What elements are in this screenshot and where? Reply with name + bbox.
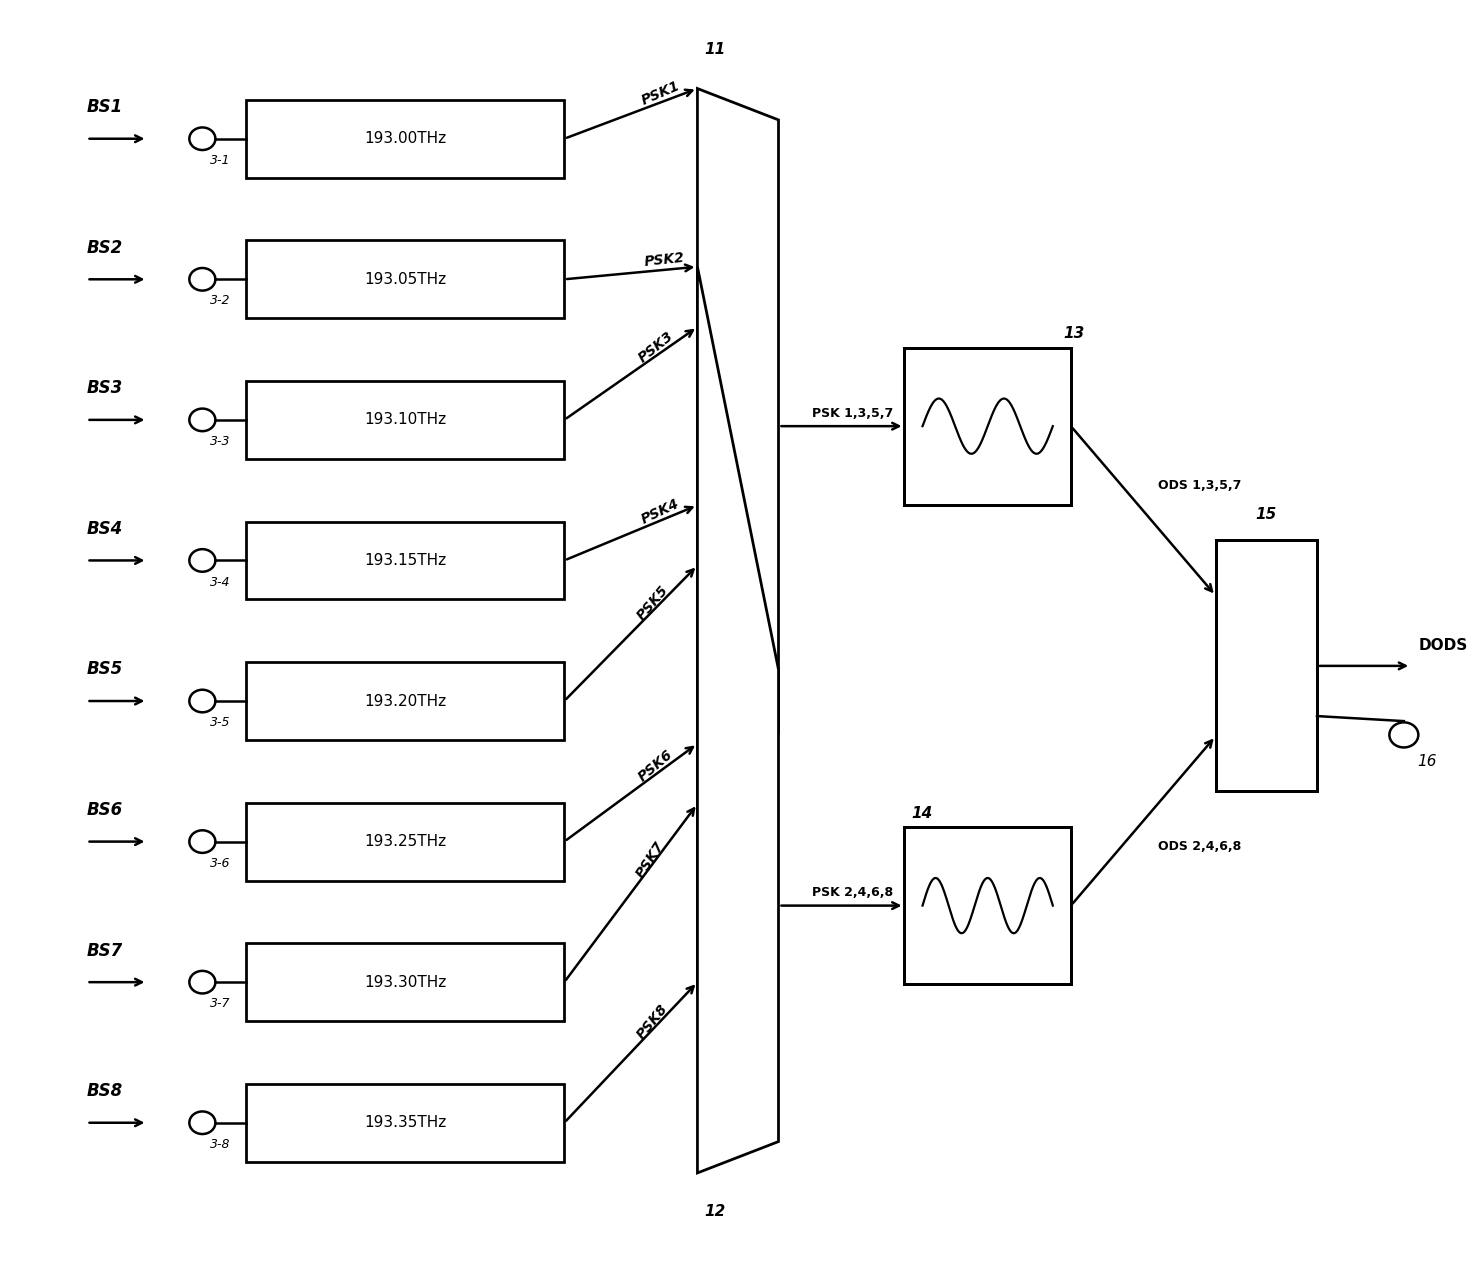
Text: 11: 11 bbox=[704, 42, 726, 57]
Bar bbox=[1215, 541, 1317, 792]
Text: 193.30THz: 193.30THz bbox=[365, 975, 446, 990]
Text: PSK2: PSK2 bbox=[643, 250, 685, 269]
Bar bbox=[246, 381, 565, 459]
Text: 193.20THz: 193.20THz bbox=[365, 694, 446, 708]
Text: 193.15THz: 193.15THz bbox=[365, 553, 446, 569]
Text: PSK3: PSK3 bbox=[636, 329, 676, 365]
Text: 3-4: 3-4 bbox=[209, 576, 230, 589]
Text: 3-3: 3-3 bbox=[209, 435, 230, 448]
Text: 193.25THz: 193.25THz bbox=[365, 834, 446, 849]
Bar bbox=[904, 348, 1071, 505]
Bar bbox=[246, 522, 565, 599]
Text: 3-1: 3-1 bbox=[209, 154, 230, 166]
Text: 3-7: 3-7 bbox=[209, 997, 230, 1010]
Text: 3-2: 3-2 bbox=[209, 294, 230, 307]
Text: 15: 15 bbox=[1255, 506, 1277, 522]
Text: BS7: BS7 bbox=[86, 942, 123, 959]
Text: DODS: DODS bbox=[1418, 638, 1467, 654]
Text: 3-6: 3-6 bbox=[209, 857, 230, 869]
Text: ODS 1,3,5,7: ODS 1,3,5,7 bbox=[1157, 478, 1240, 492]
Text: PSK8: PSK8 bbox=[634, 1001, 670, 1042]
Text: 16: 16 bbox=[1417, 754, 1436, 769]
Text: BS1: BS1 bbox=[86, 98, 123, 117]
Bar bbox=[246, 662, 565, 740]
Polygon shape bbox=[698, 89, 778, 995]
Bar bbox=[246, 943, 565, 1022]
Text: 3-5: 3-5 bbox=[209, 716, 230, 730]
Text: 193.10THz: 193.10THz bbox=[365, 412, 446, 428]
Text: 12: 12 bbox=[704, 1204, 726, 1220]
Text: 13: 13 bbox=[1064, 326, 1085, 341]
Text: 193.35THz: 193.35THz bbox=[365, 1115, 446, 1131]
Text: 193.05THz: 193.05THz bbox=[365, 272, 446, 287]
Bar bbox=[246, 100, 565, 178]
Text: 3-8: 3-8 bbox=[209, 1138, 230, 1151]
Text: BS6: BS6 bbox=[86, 801, 123, 819]
Bar bbox=[246, 240, 565, 319]
Text: BS3: BS3 bbox=[86, 379, 123, 397]
Text: 193.00THz: 193.00THz bbox=[365, 131, 446, 146]
Text: PSK4: PSK4 bbox=[639, 496, 682, 527]
Bar bbox=[904, 827, 1071, 983]
Text: PSK 2,4,6,8: PSK 2,4,6,8 bbox=[812, 886, 892, 900]
Text: BS5: BS5 bbox=[86, 660, 123, 679]
Polygon shape bbox=[698, 266, 778, 1173]
Text: PSK6: PSK6 bbox=[636, 747, 676, 784]
Text: PSK 1,3,5,7: PSK 1,3,5,7 bbox=[812, 407, 892, 420]
Text: BS8: BS8 bbox=[86, 1082, 123, 1100]
Text: BS2: BS2 bbox=[86, 239, 123, 256]
Text: PSK1: PSK1 bbox=[639, 79, 682, 108]
Bar bbox=[246, 803, 565, 881]
Text: PSK7: PSK7 bbox=[633, 839, 667, 881]
Text: BS4: BS4 bbox=[86, 520, 123, 538]
Text: ODS 2,4,6,8: ODS 2,4,6,8 bbox=[1157, 840, 1240, 853]
Text: PSK5: PSK5 bbox=[634, 582, 671, 623]
Bar bbox=[246, 1084, 565, 1161]
Text: 14: 14 bbox=[911, 806, 934, 821]
